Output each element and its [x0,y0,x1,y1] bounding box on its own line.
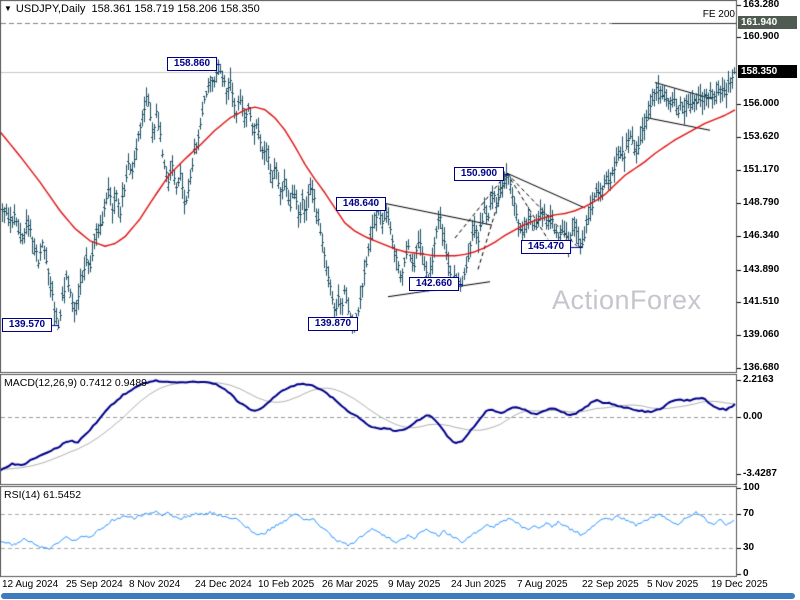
scrollbar-thumb[interactable] [1,593,795,599]
symbol-title: USDJPY,Daily [15,3,86,15]
chart-title-bar: ▼ USDJPY,Daily 158.361 158.719 158.206 15… [4,3,260,15]
collapse-chart-icon[interactable]: ▼ [4,4,12,13]
rsi-value: 61.5452 [43,489,82,501]
macd-indicator-label: MACD(12,26,9) 0.7412 0.9489 [4,377,147,389]
macd-values: 0.7412 0.9489 [79,377,148,389]
watermark: ActionForex [552,285,702,315]
fe-200-label: FE 200 [702,9,735,20]
macd-label-text: MACD(12,26,9) [4,377,77,389]
horizontal-scrollbar[interactable] [0,592,800,600]
rsi-label-text: RSI(14) [4,489,41,501]
rsi-indicator-label: RSI(14) 61.5452 [4,489,81,501]
ohlc-values: 158.361 158.719 158.206 158.350 [91,3,260,15]
